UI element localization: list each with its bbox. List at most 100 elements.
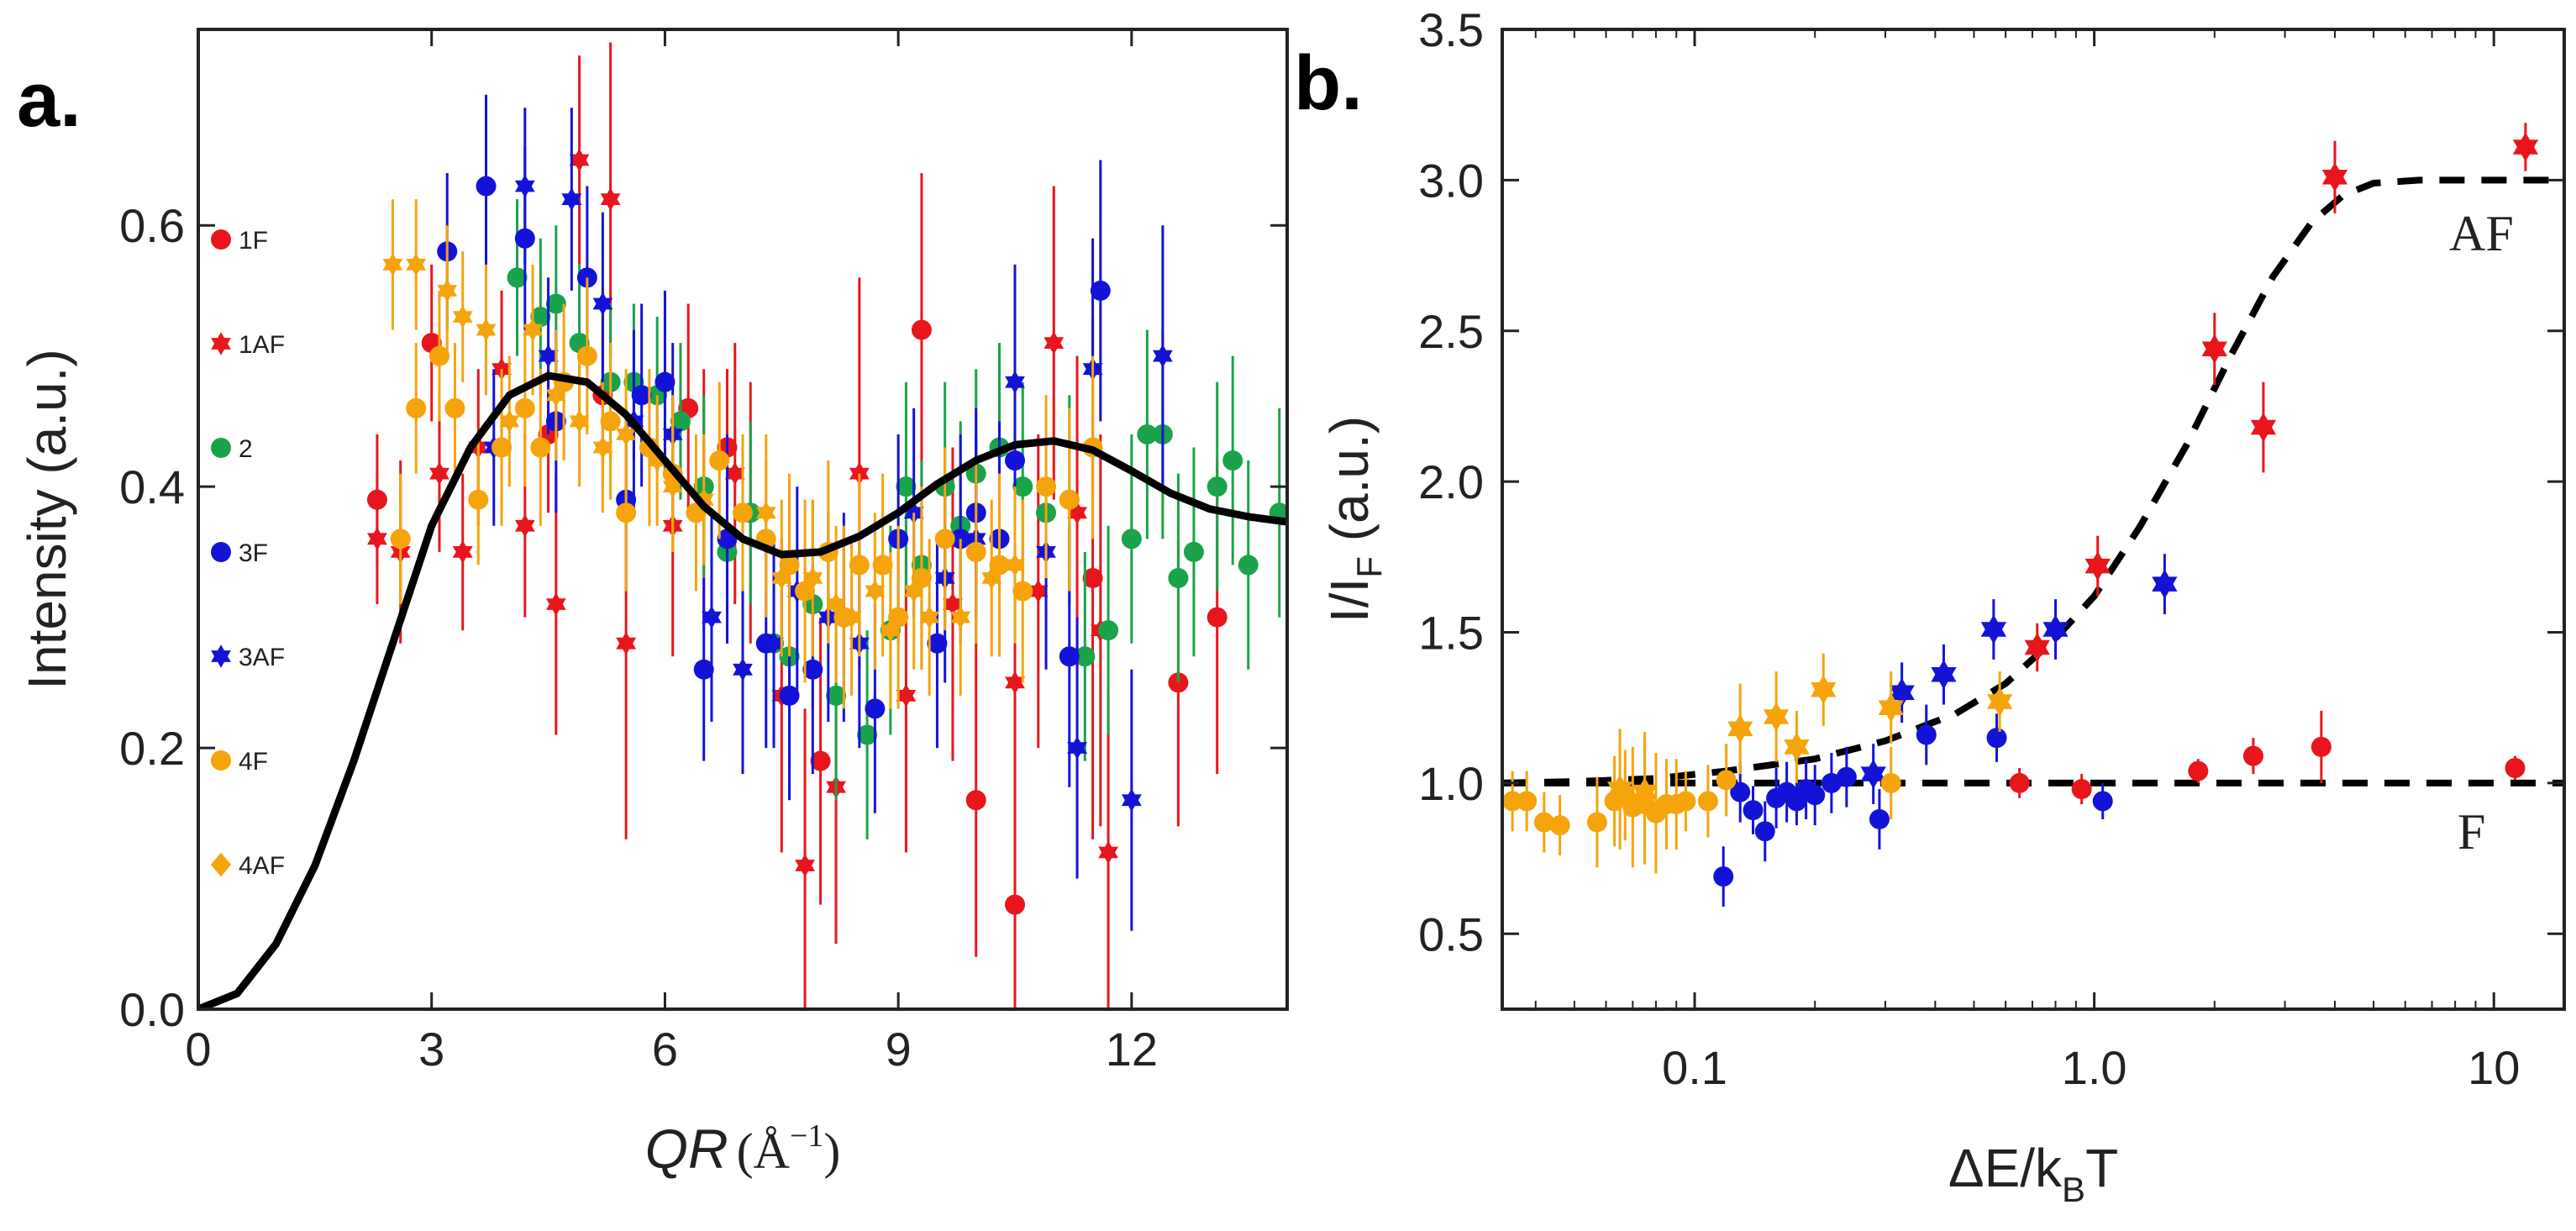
series-b-4AF [1606, 653, 2013, 853]
point-4F [733, 502, 753, 523]
point-1AF [2084, 551, 2111, 581]
point-1F [1082, 567, 1103, 588]
point-1F [965, 790, 986, 811]
series-b-1AF [2024, 123, 2539, 672]
point-3F [655, 371, 676, 392]
point-2 [857, 724, 878, 745]
point-4AF [1727, 713, 1753, 744]
point-4AF [826, 592, 846, 616]
point-1AF [600, 187, 621, 211]
point-3AF [592, 292, 613, 316]
point-4F [1586, 812, 1607, 833]
point-1F [1005, 894, 1025, 915]
point-4AF [437, 279, 458, 302]
panel-b-ticks: 0.1 1.0 10 0.5 1.0 1.5 2.0 2.5 3.0 3.5 [1418, 3, 2564, 1094]
point-3AF [2152, 569, 2178, 599]
point-2 [1168, 567, 1189, 588]
panel-a-ylabel: Intensity (a.u.) [17, 349, 77, 690]
point-3AF [1153, 344, 1173, 368]
point-1AF [724, 461, 745, 486]
legend-marker-4F [211, 750, 231, 771]
legend-label: 1F [239, 227, 268, 255]
point-2 [1075, 646, 1096, 667]
point-1AF [545, 592, 566, 616]
legend-marker-4AF [210, 852, 232, 877]
series-4F [390, 277, 1103, 709]
point-4AF [406, 253, 427, 276]
point-3AF [561, 187, 582, 211]
legend-item-3AF: 3AF [211, 644, 285, 671]
point-1AF [616, 631, 637, 655]
point-4AF [647, 449, 668, 472]
legend-marker-1F [211, 229, 231, 250]
point-1F [2071, 779, 2092, 800]
point-1F [2188, 760, 2209, 781]
panel-a-legend: 1F 1AF 2 3F 3AF 4F 4AF [210, 227, 285, 880]
xtick-label: 9 [886, 1023, 912, 1076]
xtick-label: 0 [185, 1023, 211, 1076]
point-2 [1238, 555, 1259, 576]
point-4AF [382, 253, 403, 276]
panel-a-frame [197, 28, 1289, 1011]
point-3F [1869, 808, 1890, 829]
point-4AF [981, 566, 1002, 590]
point-2 [1012, 476, 1033, 497]
legend-item-4AF: 4AF [210, 852, 285, 880]
point-4F [779, 555, 800, 576]
ytick-label: 0.4 [119, 460, 185, 513]
point-2 [670, 411, 691, 432]
point-1F [2009, 772, 2030, 793]
point-4F [428, 345, 449, 366]
series-b-1F [2009, 710, 2526, 805]
point-4F [1012, 581, 1033, 602]
legend-marker-3AF [211, 644, 231, 668]
point-4F [600, 411, 621, 432]
legend-item-1F: 1F [211, 227, 268, 255]
point-4AF [919, 605, 940, 629]
point-2 [545, 293, 566, 314]
ytick-label: 2.5 [1418, 305, 1484, 358]
point-4AF [802, 566, 823, 590]
point-4F [795, 581, 816, 602]
point-1AF [896, 684, 917, 708]
point-4AF [662, 475, 683, 498]
point-4AF [881, 618, 901, 642]
legend-item-1AF: 1AF [211, 331, 285, 359]
panel-a-xlabel: QR (Å−1) [645, 1118, 841, 1180]
point-3AF [1980, 614, 2006, 644]
point-1F [2242, 745, 2263, 766]
legend-marker-2 [211, 438, 231, 458]
point-4F [390, 529, 411, 550]
point-3F [1821, 772, 1842, 793]
point-3F [1730, 781, 1751, 802]
point-2 [826, 685, 847, 706]
point-4F [1880, 772, 1901, 793]
point-4F [1549, 815, 1570, 836]
point-4F [444, 397, 465, 418]
point-1AF [2321, 162, 2348, 192]
point-3F [1986, 728, 2007, 749]
legend-label: 3F [239, 539, 268, 567]
xtick-label: 12 [1106, 1023, 1158, 1076]
panel-b-xlabel: ΔE/kBT [1948, 1138, 2118, 1209]
point-4AF [1606, 774, 1633, 804]
point-4F [965, 541, 986, 562]
point-3AF [514, 174, 535, 198]
point-3AF [2042, 614, 2069, 644]
point-2 [1121, 529, 1142, 550]
point-1AF [1005, 671, 1025, 695]
series-b-4F [1502, 744, 1901, 874]
point-2 [1222, 450, 1243, 471]
point-4AF [903, 579, 924, 603]
ytick-label: 3.0 [1418, 154, 1484, 207]
point-1AF [1067, 501, 1087, 524]
point-4AF [616, 423, 637, 446]
point-4AF [1784, 732, 1810, 762]
xtick-label: 6 [652, 1023, 678, 1076]
ytick-label: 1.5 [1418, 607, 1484, 660]
panel-a-ticks: 0 3 6 9 12 0.0 0.2 0.4 0.6 [119, 29, 1287, 1076]
ytick-label: 0.5 [1418, 907, 1484, 960]
point-4F [849, 555, 870, 576]
ytick-label: 0.6 [119, 199, 185, 252]
